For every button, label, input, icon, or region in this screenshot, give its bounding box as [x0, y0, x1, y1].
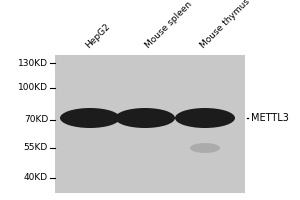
Ellipse shape: [175, 108, 235, 128]
Text: 130KD: 130KD: [18, 58, 48, 68]
Text: METTL3: METTL3: [251, 113, 289, 123]
Text: Mouse thymus: Mouse thymus: [199, 0, 252, 50]
Text: 55KD: 55KD: [24, 144, 48, 152]
Ellipse shape: [190, 143, 220, 153]
Text: 40KD: 40KD: [24, 173, 48, 182]
Ellipse shape: [115, 108, 175, 128]
Bar: [55, 55, 245, 193]
Ellipse shape: [60, 108, 120, 128]
Text: 100KD: 100KD: [18, 84, 48, 92]
Text: 70KD: 70KD: [24, 116, 48, 124]
Text: Mouse spleen: Mouse spleen: [144, 0, 194, 50]
Text: HepG2: HepG2: [84, 22, 112, 50]
